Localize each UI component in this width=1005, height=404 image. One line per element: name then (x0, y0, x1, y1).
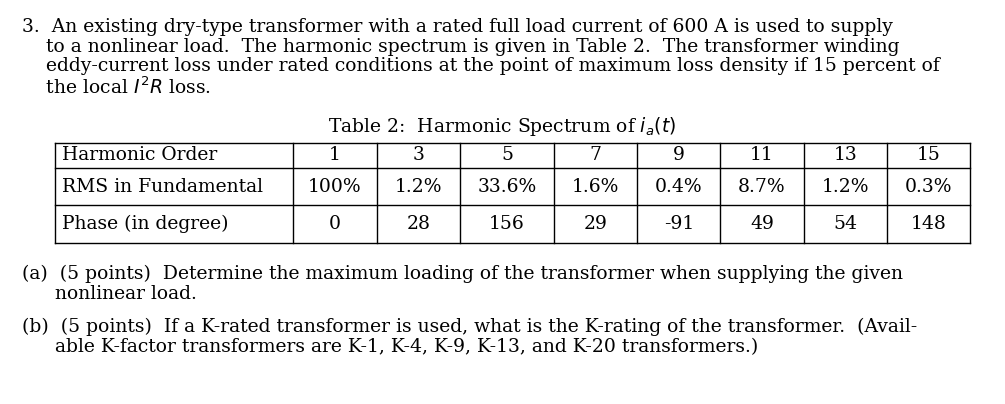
Text: 28: 28 (406, 215, 430, 233)
Text: 29: 29 (584, 215, 608, 233)
Text: the local $I^2R$ loss.: the local $I^2R$ loss. (22, 76, 211, 97)
Text: 0: 0 (329, 215, 341, 233)
Text: 3.  An existing dry-type transformer with a rated full load current of 600 A is : 3. An existing dry-type transformer with… (22, 18, 892, 36)
Text: to a nonlinear load.  The harmonic spectrum is given in Table 2.  The transforme: to a nonlinear load. The harmonic spectr… (22, 38, 899, 56)
Text: 1.6%: 1.6% (572, 177, 619, 196)
Text: nonlinear load.: nonlinear load. (55, 285, 197, 303)
Text: 15: 15 (917, 147, 941, 164)
Text: 11: 11 (750, 147, 774, 164)
Text: 7: 7 (590, 147, 602, 164)
Text: 9: 9 (673, 147, 684, 164)
Text: 5: 5 (500, 147, 513, 164)
Text: Harmonic Order: Harmonic Order (62, 147, 217, 164)
Text: (a)  (5 points)  Determine the maximum loading of the transformer when supplying: (a) (5 points) Determine the maximum loa… (22, 265, 903, 283)
Text: 156: 156 (489, 215, 525, 233)
Text: RMS in Fundamental: RMS in Fundamental (62, 177, 263, 196)
Text: 100%: 100% (309, 177, 362, 196)
Text: eddy-current loss under rated conditions at the point of maximum loss density if: eddy-current loss under rated conditions… (22, 57, 940, 75)
Text: 8.7%: 8.7% (739, 177, 786, 196)
Text: 33.6%: 33.6% (477, 177, 537, 196)
Text: Phase (in degree): Phase (in degree) (62, 215, 228, 233)
Text: 0.4%: 0.4% (655, 177, 702, 196)
Text: Table 2:  Harmonic Spectrum of $i_a(t)$: Table 2: Harmonic Spectrum of $i_a(t)$ (328, 115, 676, 138)
Text: (b)  (5 points)  If a K-rated transformer is used, what is the K-rating of the t: (b) (5 points) If a K-rated transformer … (22, 318, 918, 336)
Text: 1.2%: 1.2% (395, 177, 442, 196)
Text: 13: 13 (833, 147, 857, 164)
Text: 1.2%: 1.2% (821, 177, 869, 196)
Text: 49: 49 (750, 215, 774, 233)
Text: 3: 3 (412, 147, 424, 164)
Text: able K-factor transformers are K-1, K-4, K-9, K-13, and K-20 transformers.): able K-factor transformers are K-1, K-4,… (55, 338, 758, 356)
Text: 54: 54 (833, 215, 857, 233)
Text: 1: 1 (329, 147, 341, 164)
Text: 0.3%: 0.3% (904, 177, 952, 196)
Text: 148: 148 (911, 215, 947, 233)
Text: -91: -91 (663, 215, 694, 233)
